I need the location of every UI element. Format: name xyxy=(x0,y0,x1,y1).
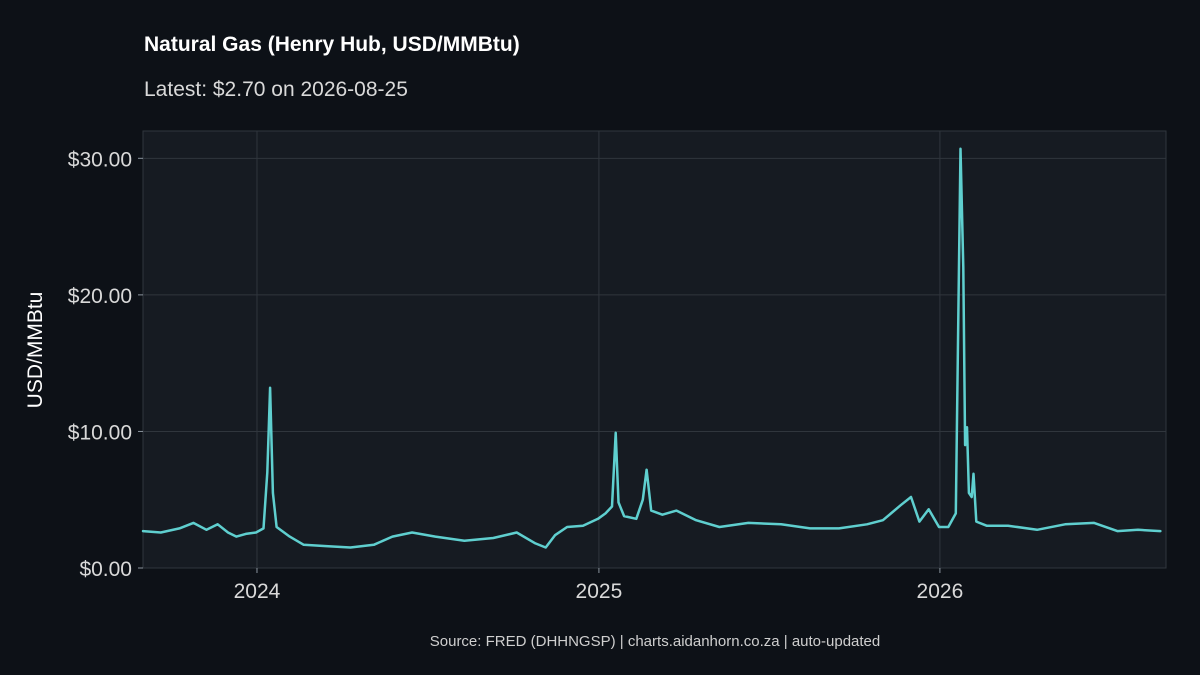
chart-title: Natural Gas (Henry Hub, USD/MMBtu) xyxy=(144,33,520,56)
x-tick-label: 2024 xyxy=(234,580,281,603)
series-line xyxy=(141,147,1162,549)
y-tick-label: $30.00 xyxy=(68,148,132,171)
grid-lines xyxy=(138,131,1166,573)
chart-caption: Source: FRED (DHHNGSP) | charts.aidanhor… xyxy=(429,633,881,650)
y-tick-label: $0.00 xyxy=(79,558,132,581)
chart-subtitle: Latest: $2.70 on 2026-08-25 xyxy=(144,78,408,101)
x-tick-label: 2025 xyxy=(576,580,623,603)
y-tick-label: $20.00 xyxy=(68,285,132,308)
plot-panel xyxy=(142,130,1167,569)
y-axis-title: USD/MMBtu xyxy=(24,292,47,409)
series-layer xyxy=(141,147,1162,549)
tick-labels: $0.00 $10.00 $20.00 $30.00 2024 2025 2026 xyxy=(68,148,964,603)
x-tick-label: 2026 xyxy=(917,580,964,603)
y-tick-label: $10.00 xyxy=(68,421,132,444)
